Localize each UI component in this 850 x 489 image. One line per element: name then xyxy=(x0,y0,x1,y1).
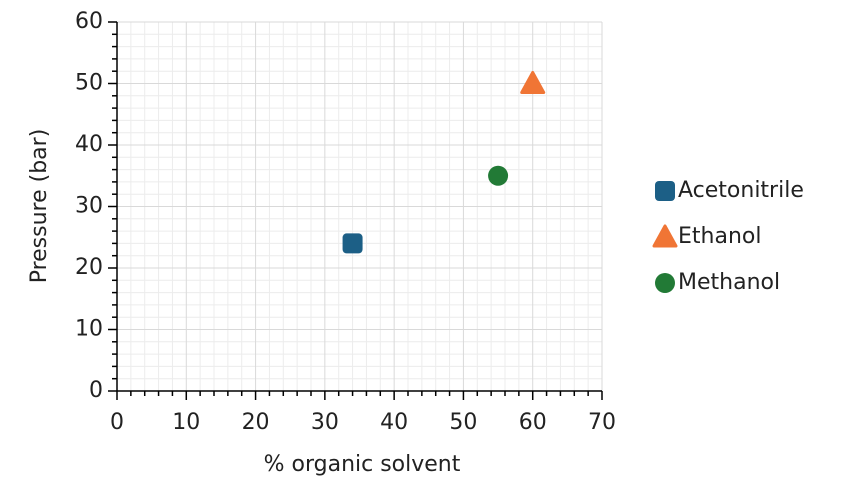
x-tick-label: 20 xyxy=(242,410,270,435)
marker-circle xyxy=(488,165,509,186)
x-tick-label: 40 xyxy=(380,410,408,435)
y-tick-label: 50 xyxy=(75,71,103,96)
y-axis-title: Pressure (bar) xyxy=(27,129,52,284)
y-tick-label: 40 xyxy=(75,132,103,157)
x-tick-label: 30 xyxy=(311,410,339,435)
marker-triangle xyxy=(520,71,546,94)
x-axis-title: % organic solvent xyxy=(264,452,461,477)
x-tick-label: 70 xyxy=(588,410,616,435)
marker-triangle xyxy=(652,224,678,248)
legend-label: Ethanol xyxy=(678,224,761,249)
marker-circle xyxy=(655,273,675,293)
y-tick-label: 10 xyxy=(75,317,103,342)
y-tick-label: 20 xyxy=(75,255,103,280)
y-tick-label: 30 xyxy=(75,194,103,219)
legend-label: Methanol xyxy=(678,270,780,295)
x-tick-label: 60 xyxy=(519,410,547,435)
marker-square xyxy=(342,233,363,254)
x-tick-label: 10 xyxy=(172,410,200,435)
legend-label: Acetonitrile xyxy=(678,178,804,203)
y-tick-label: 0 xyxy=(89,378,103,403)
marker-square xyxy=(655,181,675,201)
y-tick-label: 60 xyxy=(75,9,103,34)
x-tick-label: 50 xyxy=(449,410,477,435)
x-tick-label: 0 xyxy=(110,410,124,435)
